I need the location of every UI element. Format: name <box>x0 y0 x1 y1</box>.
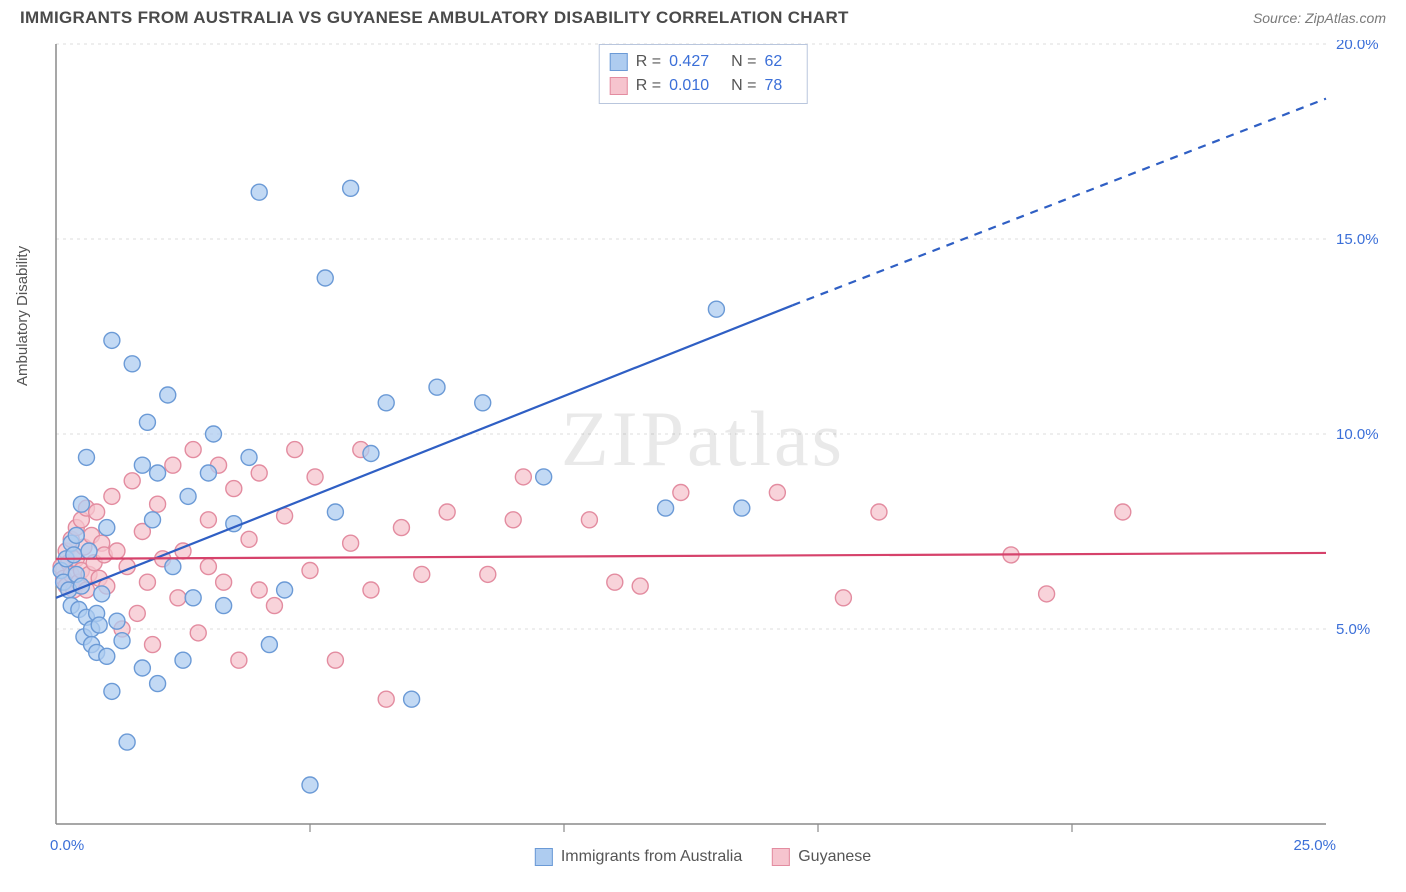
legend-swatch <box>772 848 790 866</box>
series-legend: Immigrants from Australia Guyanese <box>535 848 871 866</box>
svg-text:10.0%: 10.0% <box>1336 426 1379 443</box>
svg-text:0.0%: 0.0% <box>50 837 84 854</box>
scatter-chart: 5.0% 10.0% 15.0% 20.0% 0.0% 25.0% <box>20 40 1386 872</box>
legend-r-label: R = <box>636 74 661 98</box>
chart-container: Ambulatory Disability 5.0%10.0%15.0%20.0… <box>20 40 1386 872</box>
y-axis-label: Ambulatory Disability <box>14 246 31 386</box>
svg-text:20.0%: 20.0% <box>1336 40 1379 53</box>
legend-n-label: N = <box>731 50 756 74</box>
legend-swatch <box>610 77 628 95</box>
svg-text:5.0%: 5.0% <box>1336 621 1370 638</box>
svg-text:15.0%: 15.0% <box>1336 231 1379 248</box>
legend-swatch <box>535 848 553 866</box>
legend-label: Immigrants from Australia <box>561 848 742 866</box>
legend-r-value: 0.010 <box>669 74 709 98</box>
legend-swatch <box>610 53 628 71</box>
legend-row: R = 0.010 N = 78 <box>610 74 797 98</box>
correlation-legend: R = 0.427 N = 62 R = 0.010 N = 78 <box>599 44 808 104</box>
legend-n-value: 78 <box>764 74 782 98</box>
legend-row: R = 0.427 N = 62 <box>610 50 797 74</box>
svg-text:25.0%: 25.0% <box>1293 837 1336 854</box>
legend-item: Guyanese <box>772 848 871 866</box>
legend-n-label: N = <box>731 74 756 98</box>
legend-r-value: 0.427 <box>669 50 709 74</box>
legend-label: Guyanese <box>798 848 871 866</box>
legend-item: Immigrants from Australia <box>535 848 742 866</box>
legend-n-value: 62 <box>764 50 782 74</box>
chart-title: IMMIGRANTS FROM AUSTRALIA VS GUYANESE AM… <box>20 8 849 28</box>
legend-r-label: R = <box>636 50 661 74</box>
source-attribution: Source: ZipAtlas.com <box>1253 10 1386 26</box>
